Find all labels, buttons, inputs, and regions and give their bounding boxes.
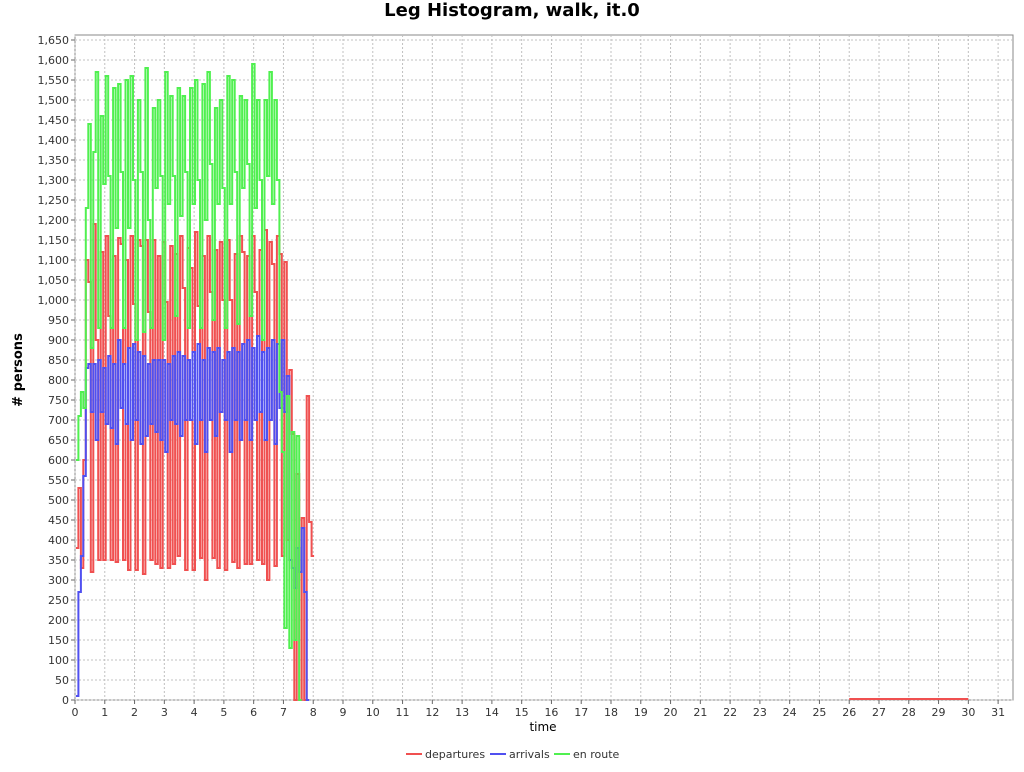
x-tick-label: 14: [485, 706, 499, 719]
y-tick-label: 150: [48, 634, 69, 647]
x-axis-label: time: [529, 720, 556, 734]
y-tick-label: 900: [48, 334, 69, 347]
x-tick-label: 2: [131, 706, 138, 719]
chart-title: Leg Histogram, walk, it.0: [384, 0, 640, 21]
y-tick-label: 1,050: [38, 274, 70, 287]
y-tick-label: 1,450: [38, 114, 70, 127]
y-tick-label: 1,200: [38, 214, 70, 227]
y-tick-label: 1,600: [38, 54, 70, 67]
y-tick-label: 200: [48, 614, 69, 627]
x-tick-label: 28: [902, 706, 916, 719]
x-tick-label: 11: [396, 706, 410, 719]
y-tick-label: 700: [48, 414, 69, 427]
y-tick-label: 1,300: [38, 174, 70, 187]
x-tick-label: 22: [723, 706, 737, 719]
y-tick-label: 600: [48, 454, 69, 467]
legend: departures arrivals en route: [406, 748, 620, 761]
series-line-en-route: [75, 63, 302, 701]
x-tick-label: 29: [932, 706, 946, 719]
axis-layer: 0501001502002503003504004505005506006507…: [38, 34, 1006, 719]
x-tick-label: 19: [634, 706, 648, 719]
y-tick-label: 300: [48, 574, 69, 587]
x-tick-label: 6: [250, 706, 257, 719]
x-tick-label: 0: [72, 706, 79, 719]
legend-label-en-route: en route: [573, 748, 620, 761]
x-tick-label: 25: [812, 706, 826, 719]
y-tick-label: 350: [48, 554, 69, 567]
y-tick-label: 250: [48, 594, 69, 607]
x-tick-label: 1: [101, 706, 108, 719]
y-tick-label: 0: [62, 694, 69, 707]
y-tick-label: 1,500: [38, 94, 70, 107]
x-tick-label: 21: [693, 706, 707, 719]
y-tick-label: 1,400: [38, 134, 70, 147]
x-tick-label: 5: [220, 706, 227, 719]
x-tick-label: 31: [991, 706, 1005, 719]
x-tick-label: 10: [366, 706, 380, 719]
y-tick-label: 750: [48, 394, 69, 407]
y-tick-label: 800: [48, 374, 69, 387]
y-tick-label: 550: [48, 474, 69, 487]
legend-label-arrivals: arrivals: [509, 748, 550, 761]
x-tick-label: 15: [515, 706, 529, 719]
x-tick-label: 17: [574, 706, 588, 719]
x-tick-label: 12: [425, 706, 439, 719]
x-tick-label: 8: [310, 706, 317, 719]
x-tick-label: 4: [191, 706, 198, 719]
x-tick-label: 27: [872, 706, 886, 719]
y-tick-label: 950: [48, 314, 69, 327]
y-tick-label: 1,000: [38, 294, 70, 307]
x-tick-label: 9: [340, 706, 347, 719]
y-tick-label: 100: [48, 654, 69, 667]
x-tick-label: 18: [604, 706, 618, 719]
series-layer: [75, 63, 969, 701]
y-tick-label: 400: [48, 534, 69, 547]
x-tick-label: 3: [161, 706, 168, 719]
y-tick-label: 1,250: [38, 194, 70, 207]
x-tick-label: 30: [961, 706, 975, 719]
y-tick-label: 650: [48, 434, 69, 447]
x-tick-label: 24: [783, 706, 797, 719]
x-tick-label: 23: [753, 706, 767, 719]
x-tick-label: 13: [455, 706, 469, 719]
legend-label-departures: departures: [425, 748, 485, 761]
y-tick-label: 1,350: [38, 154, 70, 167]
y-tick-label: 500: [48, 494, 69, 507]
y-tick-label: 1,150: [38, 234, 70, 247]
y-axis-label: # persons: [11, 333, 26, 407]
x-tick-label: 16: [544, 706, 558, 719]
y-tick-label: 1,100: [38, 254, 70, 267]
y-tick-label: 450: [48, 514, 69, 527]
y-tick-label: 1,650: [38, 34, 70, 47]
y-tick-label: 1,550: [38, 74, 70, 87]
x-tick-label: 20: [664, 706, 678, 719]
x-tick-label: 26: [842, 706, 856, 719]
y-tick-label: 850: [48, 354, 69, 367]
x-tick-label: 7: [280, 706, 287, 719]
y-tick-label: 50: [55, 674, 69, 687]
series-line-arrivals: [75, 335, 310, 701]
